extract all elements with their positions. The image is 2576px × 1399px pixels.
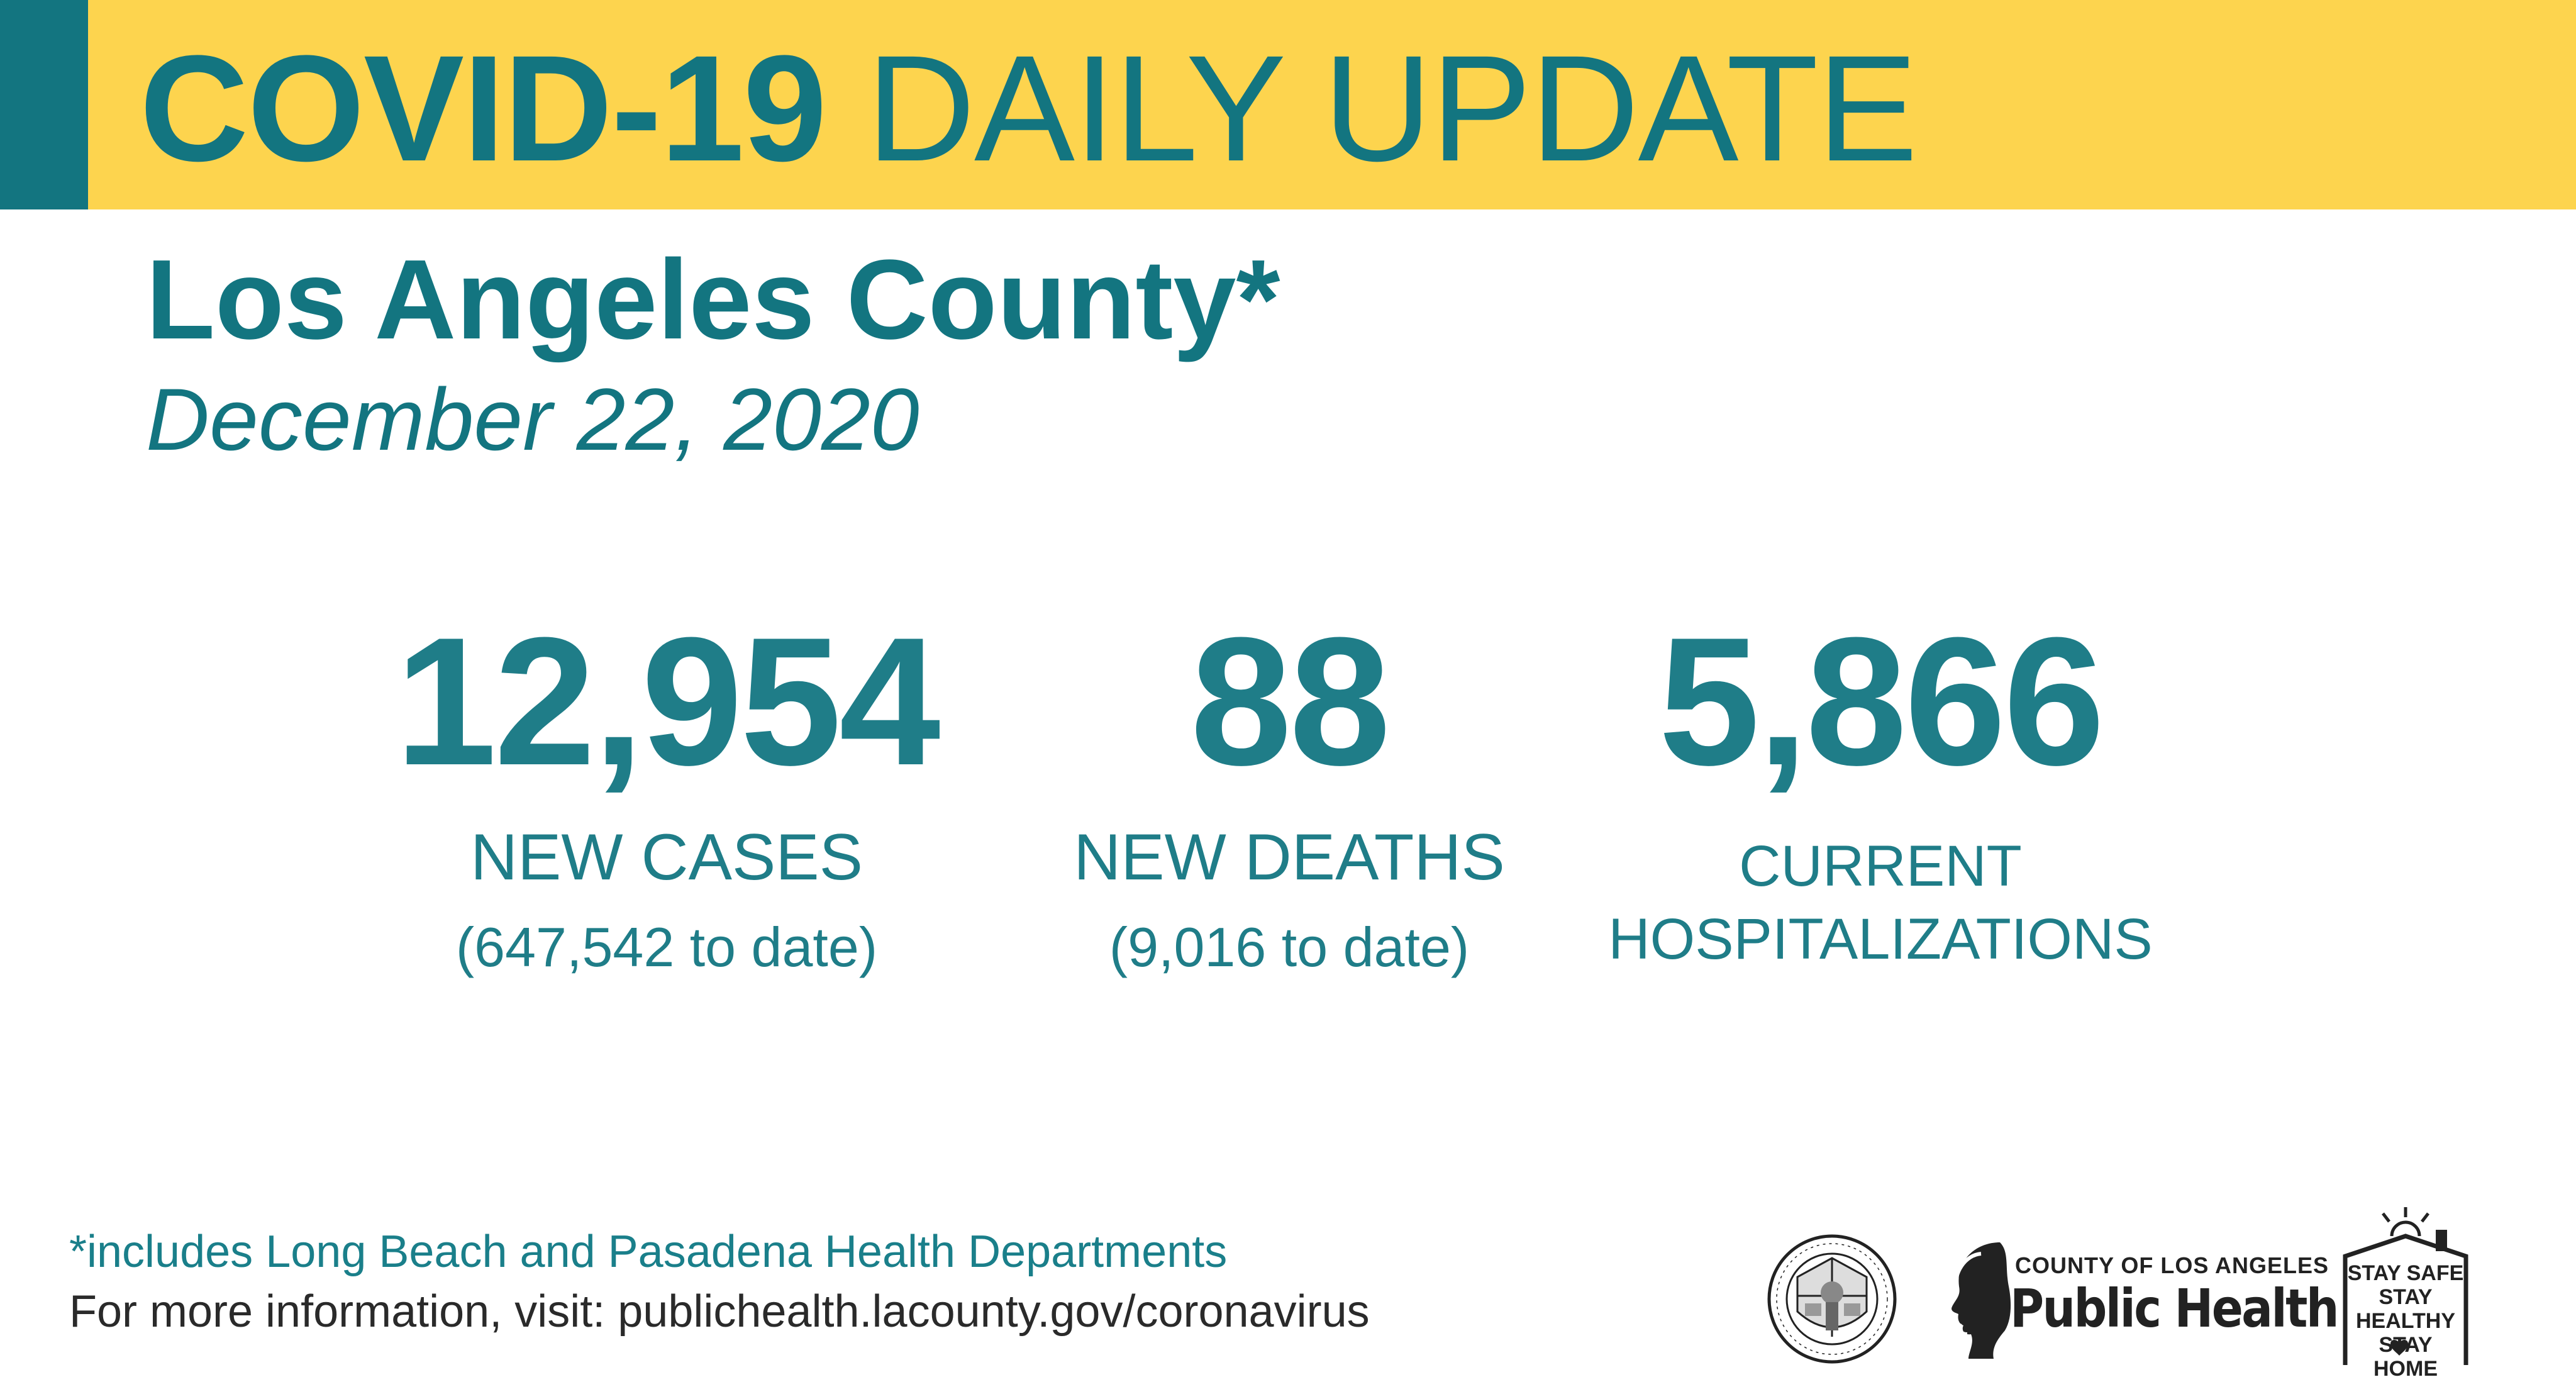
banner-accent-bar bbox=[0, 0, 88, 209]
footnote: *includes Long Beach and Pasadena Health… bbox=[69, 1227, 1228, 1277]
new-cases-label: NEW CASES bbox=[470, 821, 863, 894]
hospitalizations-label-line2: HOSPITALIZATIONS bbox=[1608, 907, 2153, 971]
public-health-name: Public Health bbox=[2010, 1278, 2339, 1339]
county-seal-logo bbox=[1766, 1233, 1898, 1365]
header-banner: COVID-19 DAILY UPDATE bbox=[0, 0, 2576, 209]
cases-to-date: (647,542 to date) bbox=[455, 916, 878, 978]
deaths-to-date: (9,016 to date) bbox=[1109, 916, 1470, 978]
new-deaths-value: 88 bbox=[1190, 599, 1391, 803]
county-heading: Los Angeles County* bbox=[146, 237, 1280, 363]
report-date: December 22, 2020 bbox=[146, 370, 919, 469]
profile-heads-icon bbox=[1946, 1242, 2011, 1359]
stay-safe-text: STAY SAFE bbox=[2347, 1261, 2464, 1285]
stay-home-text: STAY HOME bbox=[2373, 1333, 2438, 1381]
page-title: COVID-19 DAILY UPDATE bbox=[140, 33, 1918, 184]
new-cases-value: 12,954 bbox=[395, 599, 941, 803]
stay-safe-logo: STAY SAFE STAY HEALTHY STAY HOME bbox=[2336, 1205, 2475, 1381]
hospitalizations-value: 5,866 bbox=[1658, 599, 2105, 803]
public-health-logo: COUNTY OF LOS ANGELES Public Health bbox=[1931, 1236, 2339, 1362]
new-deaths-stat: 88 NEW DEATHS (9,016 to date) bbox=[1031, 607, 1547, 982]
more-info-link[interactable]: For more information, visit: publichealt… bbox=[69, 1286, 1370, 1337]
house-icon bbox=[2343, 1207, 2468, 1365]
stay-healthy-text: STAY HEALTHY bbox=[2355, 1285, 2456, 1333]
hospitalizations-label-line1: CURRENT bbox=[1739, 834, 2022, 898]
hospitalizations-stat: 5,866 CURRENT HOSPITALIZATIONS bbox=[1585, 607, 2176, 976]
public-health-county: COUNTY OF LOS ANGELES bbox=[2015, 1252, 2329, 1278]
title-daily-update: DAILY UPDATE bbox=[866, 24, 1918, 192]
new-deaths-label: NEW DEATHS bbox=[1074, 821, 1505, 894]
new-cases-stat: 12,954 NEW CASES (647,542 to date) bbox=[377, 607, 956, 982]
title-covid: COVID-19 bbox=[140, 24, 827, 192]
